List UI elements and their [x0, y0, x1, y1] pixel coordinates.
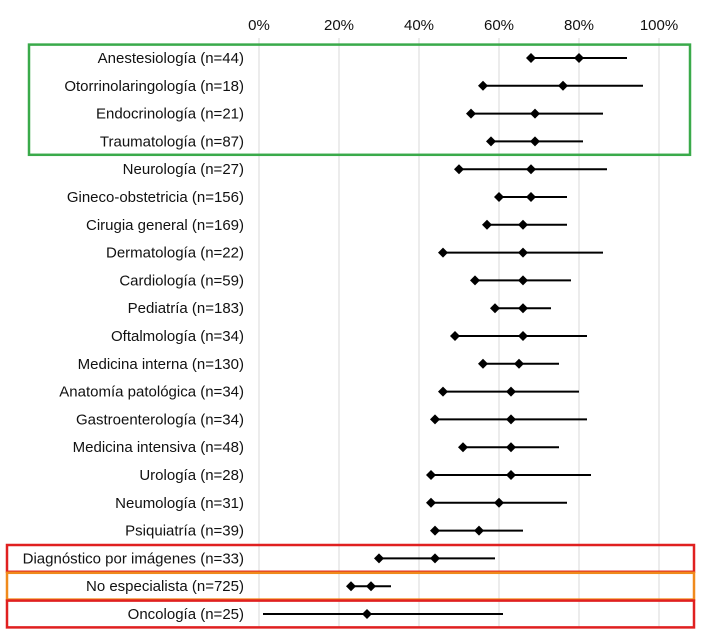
- category-labels: Anestesiología (n=44) Otorrinolaringologí…: [23, 50, 244, 623]
- estimate-marker: [438, 247, 448, 258]
- estimate-marker: [438, 386, 448, 397]
- x-tick-label: 40%: [404, 17, 434, 34]
- top-group-box: [27, 43, 692, 157]
- estimate-marker: [482, 219, 492, 230]
- estimate-marker: [526, 192, 536, 202]
- estimate-marker: [530, 108, 540, 119]
- category-label: Traumatología (n=87): [100, 133, 244, 150]
- estimate-marker: [506, 414, 516, 425]
- estimate-marker: [514, 358, 524, 369]
- category-label: Medicina interna (n=130): [78, 356, 244, 373]
- x-tick-label: 60%: [484, 17, 514, 34]
- estimate-marker: [518, 247, 528, 258]
- estimate-marker: [366, 581, 376, 592]
- category-label: Oncología (n=25): [128, 606, 244, 623]
- x-tick-label: 0%: [248, 17, 270, 34]
- estimate-marker: [574, 53, 584, 63]
- estimate-marker: [518, 219, 528, 230]
- estimate-marker: [470, 275, 480, 286]
- category-label: Otorrinolaringología (n=18): [64, 78, 244, 95]
- category-label: Cirugia general (n=169): [86, 217, 244, 234]
- x-axis-ticks: 0% 20% 40% 60% 80% 100%: [248, 17, 678, 34]
- estimate-marker: [518, 331, 528, 341]
- estimate-marker: [506, 386, 516, 397]
- category-label: Psiquiatría (n=39): [125, 523, 244, 540]
- estimate-marker: [494, 192, 504, 202]
- estimate-marker: [478, 358, 488, 369]
- estimate-marker: [558, 80, 568, 91]
- category-label: Neurología (n=27): [123, 161, 244, 178]
- x-tick-label: 100%: [640, 17, 678, 34]
- estimate-marker: [518, 275, 528, 286]
- estimate-marker: [430, 414, 440, 425]
- estimate-marker: [374, 553, 384, 564]
- estimate-marker: [526, 164, 536, 175]
- category-label: Oftalmología (n=34): [111, 328, 244, 345]
- category-label: Diagnóstico por imágenes (n=33): [23, 550, 244, 567]
- estimate-marker: [430, 553, 440, 564]
- category-label: Gastroenterología (n=34): [76, 411, 244, 428]
- category-label: Gineco-obstetricia (n=156): [67, 189, 244, 206]
- estimate-marker: [506, 442, 516, 453]
- estimate-marker: [466, 108, 476, 119]
- category-label: Pediatría (n=183): [128, 300, 244, 317]
- estimate-marker: [518, 303, 528, 314]
- estimate-marker: [478, 80, 488, 91]
- category-label: Medicina intensiva (n=48): [73, 439, 244, 456]
- estimate-marker: [346, 581, 356, 592]
- estimate-marker: [486, 136, 496, 147]
- estimate-marker: [526, 53, 536, 63]
- gridlines: [258, 38, 660, 628]
- category-label: Neumología (n=31): [115, 495, 244, 512]
- x-tick-label: 80%: [564, 17, 594, 34]
- estimate-marker: [506, 470, 516, 480]
- estimate-marker: [426, 497, 436, 508]
- category-label: Endocrinología (n=21): [96, 106, 244, 123]
- oncologia-group-box: [5, 599, 696, 629]
- estimate-marker: [450, 331, 460, 341]
- category-label: Cardiología (n=59): [119, 272, 244, 289]
- estimate-marker: [474, 525, 484, 536]
- estimate-marker: [362, 609, 372, 619]
- estimate-marker: [530, 136, 540, 147]
- category-label: No especialista (n=725): [86, 578, 244, 595]
- category-label: Anatomía patológica (n=34): [59, 384, 244, 401]
- x-tick-label: 20%: [324, 17, 354, 34]
- category-label: Urología (n=28): [139, 467, 244, 484]
- estimate-marker: [430, 525, 440, 536]
- estimate-marker: [458, 442, 468, 453]
- interval-marks: [263, 53, 643, 619]
- highlight-boxes: [5, 43, 696, 629]
- category-label: Dermatología (n=22): [106, 245, 244, 262]
- estimate-marker: [454, 164, 464, 175]
- category-label: Anestesiología (n=44): [98, 50, 244, 67]
- estimate-marker: [426, 470, 436, 480]
- estimate-marker: [494, 497, 504, 508]
- estimate-marker: [490, 303, 500, 314]
